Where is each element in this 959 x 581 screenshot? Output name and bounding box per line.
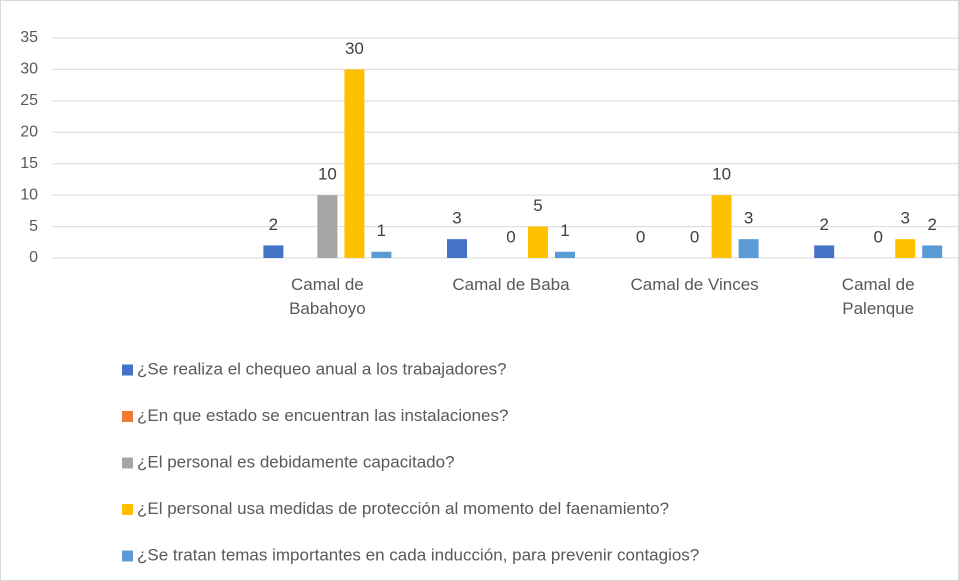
legend-swatch <box>122 504 133 515</box>
x-tick-label: Camal de Palenque <box>841 275 915 318</box>
bar <box>738 239 759 258</box>
bar <box>447 239 467 258</box>
data-label: 10 <box>318 165 337 184</box>
data-label: 3 <box>900 209 909 228</box>
y-tick-label: 30 <box>20 61 38 78</box>
bar <box>528 226 548 258</box>
data-label: 3 <box>744 209 753 228</box>
data-label: 2 <box>927 215 936 234</box>
data-label: 0 <box>636 227 645 246</box>
bar <box>555 251 575 258</box>
data-label: 5 <box>533 196 542 215</box>
bar <box>344 69 365 258</box>
bar <box>895 239 916 258</box>
data-label: 1 <box>377 221 386 240</box>
bar <box>711 195 732 258</box>
legend-swatch <box>122 457 133 469</box>
legend-label: ¿En que estado se encuentran las instala… <box>137 406 508 425</box>
y-tick-label: 35 <box>20 29 38 46</box>
y-tick-label: 15 <box>20 155 38 172</box>
bar <box>922 245 943 258</box>
bar <box>263 245 284 258</box>
bar <box>317 195 338 258</box>
y-tick-label: 10 <box>20 186 38 203</box>
data-label: 2 <box>819 215 828 234</box>
x-tick-label: Camal de Vinces <box>630 275 759 294</box>
y-tick-label: 20 <box>20 124 38 141</box>
data-label: 3 <box>452 209 461 228</box>
data-label: 0 <box>690 227 699 246</box>
legend-swatch <box>122 411 133 422</box>
x-tick-label: Camal de Babahoyo <box>289 275 366 318</box>
data-label: 10 <box>712 165 731 184</box>
data-label: 0 <box>506 227 515 246</box>
bar <box>814 245 835 258</box>
legend-label: ¿El personal usa medidas de protección a… <box>137 499 669 518</box>
legend-label: ¿El personal es debidamente capacitado? <box>137 452 455 471</box>
legend-label: ¿Se tratan temas importantes en cada ind… <box>137 545 699 564</box>
legend-label: ¿Se realiza el chequeo anual a los traba… <box>137 359 507 378</box>
x-tick-label: Camal de Baba <box>452 275 570 294</box>
data-label: 2 <box>269 215 278 234</box>
data-label: 1 <box>560 221 569 240</box>
legend-swatch <box>122 550 133 562</box>
y-tick-label: 0 <box>29 249 38 266</box>
data-label: 30 <box>345 39 364 58</box>
y-tick-label: 5 <box>29 218 38 235</box>
legend-swatch <box>122 364 133 376</box>
y-tick-label: 25 <box>20 92 38 109</box>
bar <box>371 251 392 258</box>
data-label: 0 <box>873 227 882 246</box>
